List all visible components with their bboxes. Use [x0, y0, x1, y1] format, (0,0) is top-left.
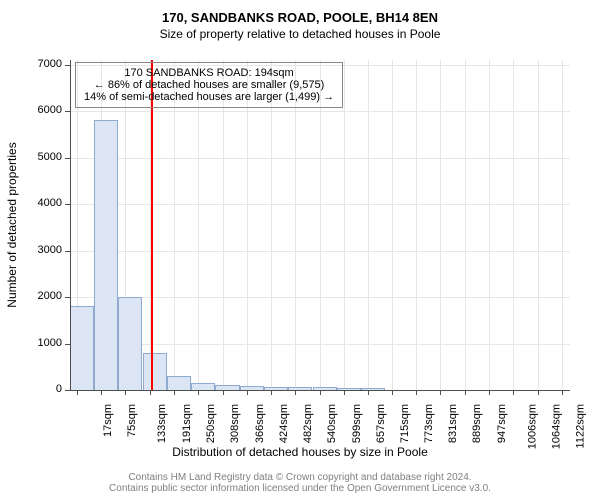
- y-axis-label: Number of detached properties: [5, 142, 19, 307]
- x-tick-label: 366sqm: [254, 404, 266, 443]
- x-tick-label: 599sqm: [351, 404, 363, 443]
- x-tick-label: 1122sqm: [574, 404, 586, 448]
- y-tick-label: 0: [22, 383, 62, 395]
- y-tick-label: 3000: [22, 244, 62, 256]
- x-axis-label: Distribution of detached houses by size …: [0, 445, 600, 459]
- info-line-2: ← 86% of detached houses are smaller (9,…: [84, 79, 334, 91]
- x-tick-label: 424sqm: [278, 404, 290, 443]
- info-line-1: 170 SANDBANKS ROAD: 194sqm: [84, 67, 334, 79]
- reference-line: [151, 60, 153, 390]
- gridline-v: [489, 60, 490, 390]
- gridline-v: [174, 60, 175, 390]
- histogram-bar: [191, 383, 215, 390]
- x-tick-label: 889sqm: [472, 404, 484, 443]
- gridline-v: [198, 60, 199, 390]
- gridline-v: [440, 60, 441, 390]
- x-tick-label: 17sqm: [102, 404, 114, 437]
- x-tick-label: 191sqm: [181, 404, 193, 443]
- gridline-v: [271, 60, 272, 390]
- histogram-bar: [143, 353, 167, 390]
- x-tick-label: 1064sqm: [551, 404, 563, 449]
- histogram-bar: [118, 297, 142, 390]
- footer-line-2: Contains public sector information licen…: [0, 483, 600, 494]
- y-tick-label: 6000: [22, 104, 62, 116]
- gridline-v: [538, 60, 539, 390]
- y-tick-label: 4000: [22, 197, 62, 209]
- x-tick-label: 773sqm: [423, 404, 435, 443]
- gridline-v: [368, 60, 369, 390]
- y-tick-label: 2000: [22, 290, 62, 302]
- gridline-v: [416, 60, 417, 390]
- x-tick-label: 715sqm: [399, 404, 411, 443]
- y-tick-label: 1000: [22, 337, 62, 349]
- histogram-bar: [167, 376, 191, 390]
- x-tick-label: 133sqm: [157, 404, 169, 443]
- page-subtitle: Size of property relative to detached ho…: [0, 25, 600, 41]
- histogram-bar: [70, 306, 94, 390]
- x-tick-label: 308sqm: [229, 404, 241, 443]
- x-tick-label: 482sqm: [302, 404, 314, 443]
- info-line-3: 14% of semi-detached houses are larger (…: [84, 91, 334, 103]
- histogram-bar: [94, 120, 118, 390]
- y-tick-label: 5000: [22, 151, 62, 163]
- gridline-v: [247, 60, 248, 390]
- x-axis-line: [70, 390, 570, 391]
- y-axis-line: [70, 60, 71, 390]
- x-tick-label: 540sqm: [326, 404, 338, 443]
- gridline-v: [392, 60, 393, 390]
- gridline-v: [513, 60, 514, 390]
- x-tick-label: 947sqm: [496, 404, 508, 443]
- gridline-v: [465, 60, 466, 390]
- info-box: 170 SANDBANKS ROAD: 194sqm ← 86% of deta…: [75, 62, 343, 108]
- x-tick-label: 831sqm: [447, 404, 459, 443]
- gridline-v: [295, 60, 296, 390]
- footer-line-1: Contains HM Land Registry data © Crown c…: [0, 472, 600, 483]
- x-tick-label: 250sqm: [205, 404, 217, 443]
- gridline-v: [223, 60, 224, 390]
- chart-plot-area: 0100020003000400050006000700017sqm75sqm1…: [70, 60, 570, 390]
- page-title: 170, SANDBANKS ROAD, POOLE, BH14 8EN: [0, 0, 600, 25]
- gridline-v: [562, 60, 563, 390]
- x-tick-label: 1006sqm: [526, 404, 538, 449]
- x-tick-label: 657sqm: [375, 404, 387, 443]
- x-tick-label: 75sqm: [126, 404, 138, 437]
- footer-attribution: Contains HM Land Registry data © Crown c…: [0, 472, 600, 494]
- gridline-v: [320, 60, 321, 390]
- gridline-v: [344, 60, 345, 390]
- y-tick-label: 7000: [22, 58, 62, 70]
